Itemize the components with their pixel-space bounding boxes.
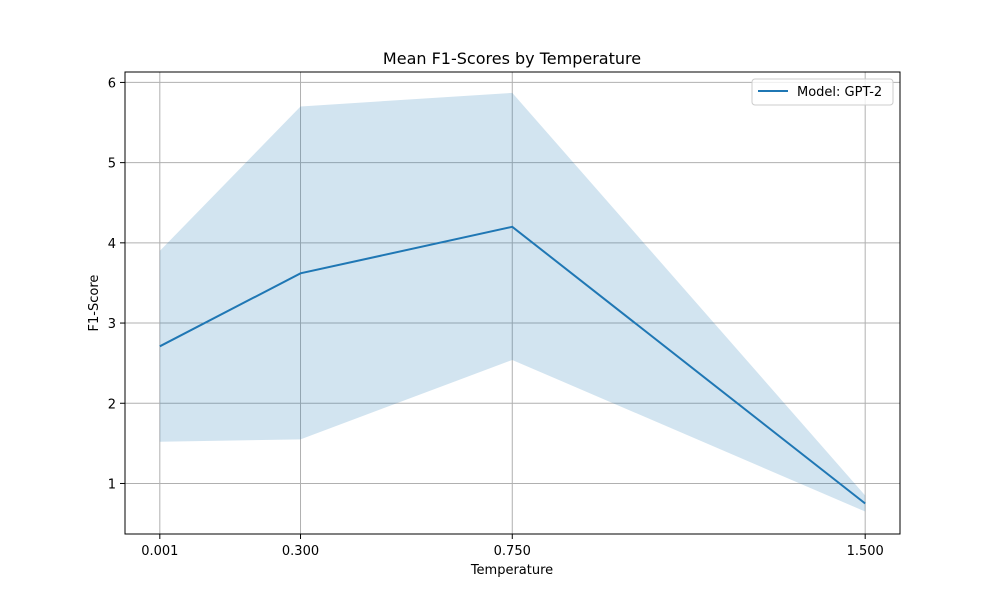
confidence-band-layer <box>159 92 866 512</box>
legend-box <box>751 78 894 106</box>
x-axis-label: Temperature <box>470 563 553 578</box>
chart-title: Mean F1-Scores by Temperature <box>383 49 641 68</box>
x-tick-label: 0.001 <box>141 544 178 559</box>
y-tick-label: 3 <box>108 317 116 332</box>
legend-label: Model: GPT-2 <box>797 85 882 100</box>
x-tick-label: 0.300 <box>282 544 319 559</box>
y-axis-ticks: 1 2 3 4 5 6 <box>108 76 125 492</box>
y-axis-label: F1-Score <box>87 275 102 332</box>
series-line <box>159 225 866 505</box>
y-tick-label: 6 <box>108 76 116 91</box>
x-tick-label: 1.500 <box>847 544 884 559</box>
x-tick-label: 0.750 <box>494 544 531 559</box>
series-line-layer <box>159 225 866 505</box>
x-axis-ticks: 0.001 0.300 0.750 1.500 <box>141 534 884 559</box>
y-tick-label: 4 <box>108 237 116 252</box>
y-tick-label: 5 <box>108 157 116 172</box>
confidence-band <box>159 92 866 512</box>
legend: Model: GPT-2 <box>751 78 894 106</box>
y-tick-label: 2 <box>108 397 116 412</box>
y-tick-label: 1 <box>108 477 116 492</box>
